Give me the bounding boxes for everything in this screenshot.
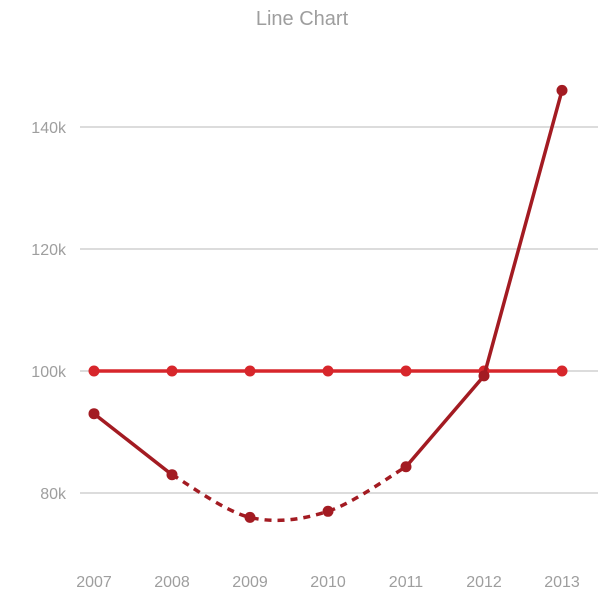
- y-tick-label: 100k: [31, 364, 67, 381]
- series-line-segment: [404, 374, 486, 469]
- x-tick-label: 2013: [544, 574, 580, 591]
- y-tick-label: 140k: [31, 120, 67, 137]
- series-point: [556, 84, 568, 96]
- y-tick-label: 120k: [31, 242, 67, 259]
- series-point: [166, 469, 178, 481]
- series-point: [166, 365, 178, 377]
- y-tick-label: 80k: [40, 486, 67, 503]
- series-point: [322, 365, 334, 377]
- series-point: [322, 505, 334, 517]
- series-point: [400, 461, 412, 473]
- x-tick-label: 2012: [466, 574, 502, 591]
- series-point: [244, 511, 256, 523]
- series-point: [478, 370, 490, 382]
- series-point: [556, 365, 568, 377]
- series-point: [88, 365, 100, 377]
- chart-title: Line Chart: [255, 8, 349, 30]
- series-point: [88, 408, 100, 420]
- x-tick-label: 2008: [154, 574, 190, 591]
- x-tick-label: 2010: [310, 574, 346, 591]
- x-tick-label: 2009: [232, 574, 268, 591]
- series-line-segment: [92, 411, 174, 477]
- x-tick-label: 2007: [76, 574, 112, 591]
- x-tick-label: 2011: [389, 574, 424, 591]
- series-line-segment: [482, 88, 564, 378]
- series-point: [244, 365, 256, 377]
- series-point: [400, 365, 412, 377]
